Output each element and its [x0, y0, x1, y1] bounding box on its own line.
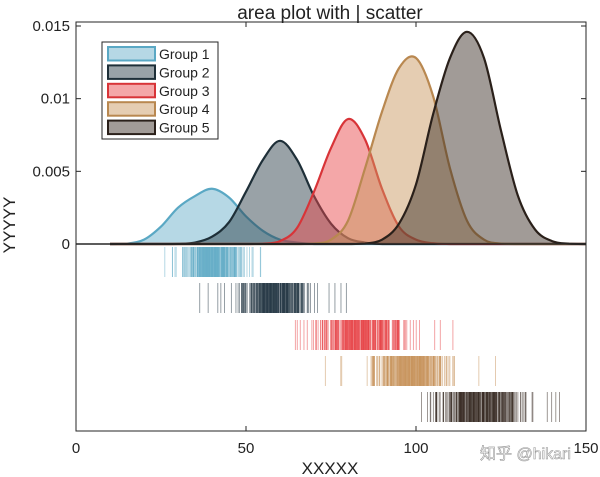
x-tick-label: 100 — [403, 440, 428, 457]
axes-box — [75, 21, 587, 432]
legend-label-5: Group 5 — [159, 120, 210, 136]
tick-layer: 0 50 100 150 0 0.005 0.01 0.015 — [32, 18, 598, 457]
scatter-group-5 — [421, 392, 560, 422]
y-axis-label: YYYYY — [0, 197, 19, 254]
y-tick-label: 0.015 — [32, 18, 70, 35]
x-axis-label: XXXXX — [302, 459, 359, 477]
legend-swatch-5 — [107, 119, 156, 136]
legend-label-4: Group 4 — [159, 101, 210, 117]
legend-label-1: Group 1 — [159, 46, 210, 62]
legend: Group 1 Group 2 Group 3 Group 4 Group 5 — [101, 41, 219, 140]
area-3 — [110, 118, 586, 244]
watermark: 知乎 @hikari — [480, 445, 571, 463]
legend-label-3: Group 3 — [159, 83, 210, 99]
scatter-group-3 — [294, 320, 454, 350]
y-tick-label: 0 — [62, 236, 70, 253]
x-tick-label: 0 — [72, 440, 80, 457]
legend-swatch-1 — [107, 46, 156, 62]
scatter-group-1 — [164, 247, 262, 277]
area-5 — [110, 31, 586, 245]
chart-title: area plot with | scatter — [237, 3, 423, 24]
y-tick-label: 0.005 — [32, 163, 70, 180]
scatter-group-2 — [199, 283, 347, 313]
x-tick-label: 50 — [238, 440, 255, 457]
legend-swatch-3 — [107, 82, 156, 99]
y-tick-label: 0.01 — [41, 91, 70, 108]
axes-layer — [75, 21, 587, 432]
scatter-group-4 — [324, 356, 496, 386]
legend-box — [101, 41, 219, 140]
scatter-layer — [164, 247, 560, 422]
legend-label-2: Group 2 — [159, 64, 210, 80]
legend-swatch-2 — [107, 64, 156, 80]
legend-swatch-4 — [107, 101, 156, 117]
area-1 — [110, 188, 586, 244]
x-tick-label: 150 — [573, 440, 598, 457]
